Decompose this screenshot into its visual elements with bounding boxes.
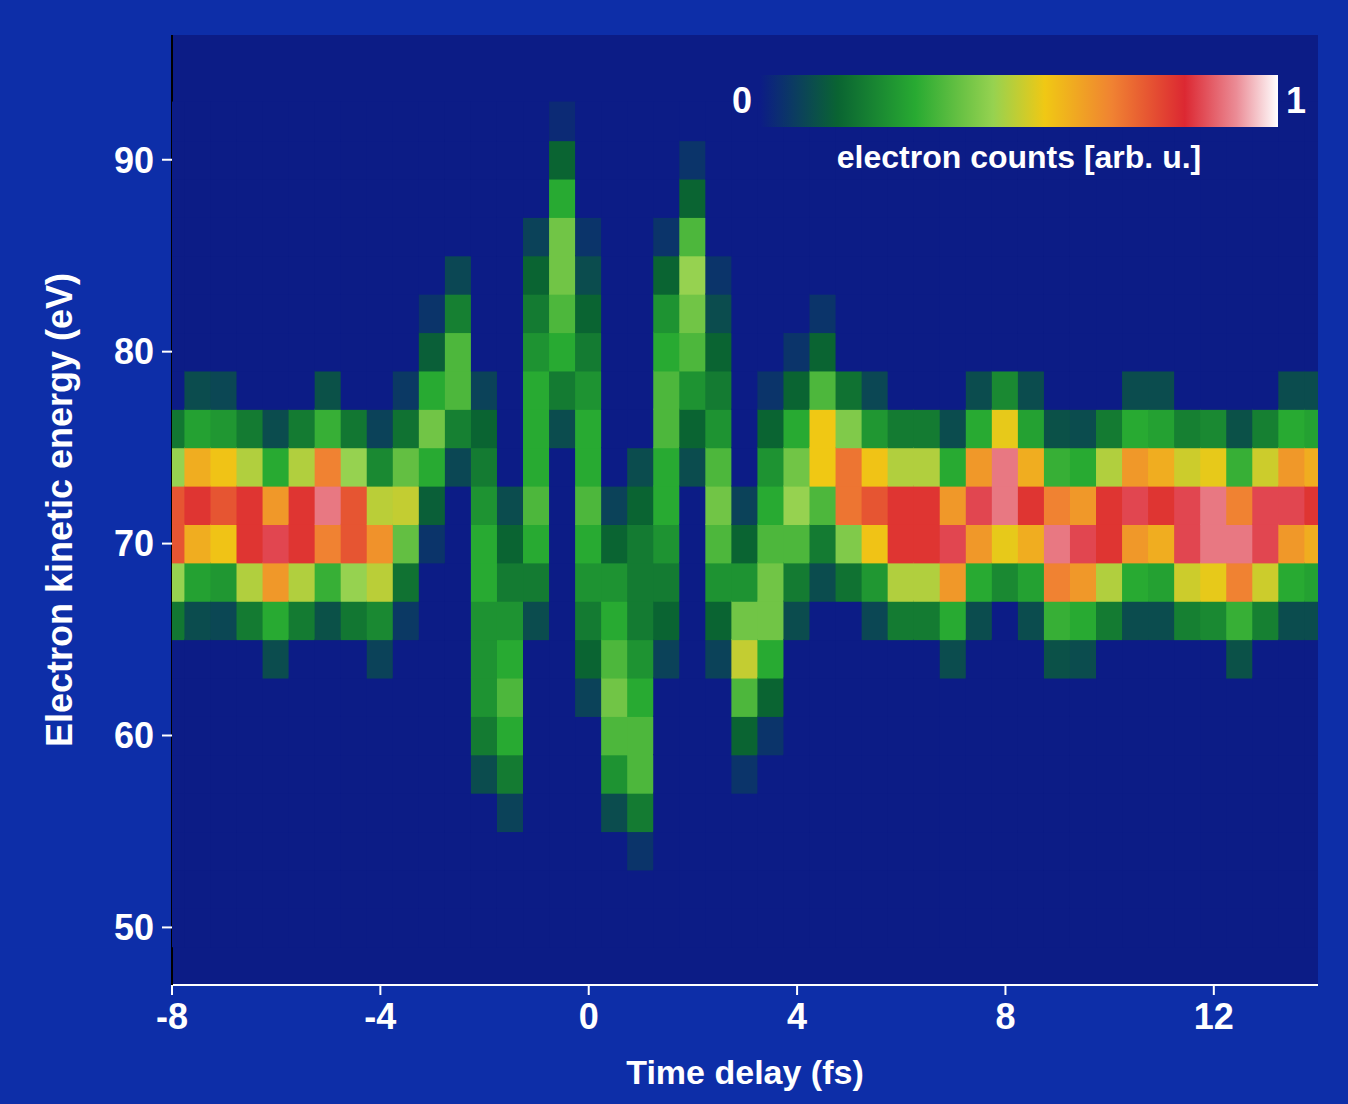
- svg-text:8: 8: [995, 996, 1015, 1037]
- svg-text:12: 12: [1194, 996, 1234, 1037]
- html-text:Time delay (fs): Time delay (fs): [626, 1053, 864, 1091]
- svg-text:50: 50: [114, 907, 154, 948]
- svg-text:60: 60: [114, 715, 154, 756]
- html-text:Electron kinetic energy (eV): Electron kinetic energy (eV): [39, 272, 80, 748]
- html-text:1: 1: [1286, 80, 1306, 121]
- svg-text:4: 4: [787, 996, 807, 1037]
- svg-text:80: 80: [114, 331, 154, 372]
- html-text:0: 0: [732, 80, 752, 121]
- svg-text:-4: -4: [364, 996, 396, 1037]
- svg-text:90: 90: [114, 140, 154, 181]
- svg-text:-8: -8: [156, 996, 188, 1037]
- svg-text:70: 70: [114, 523, 154, 564]
- svg-text:0: 0: [579, 996, 599, 1037]
- html-text:electron counts [arb. u.]: electron counts [arb. u.]: [836, 139, 1202, 175]
